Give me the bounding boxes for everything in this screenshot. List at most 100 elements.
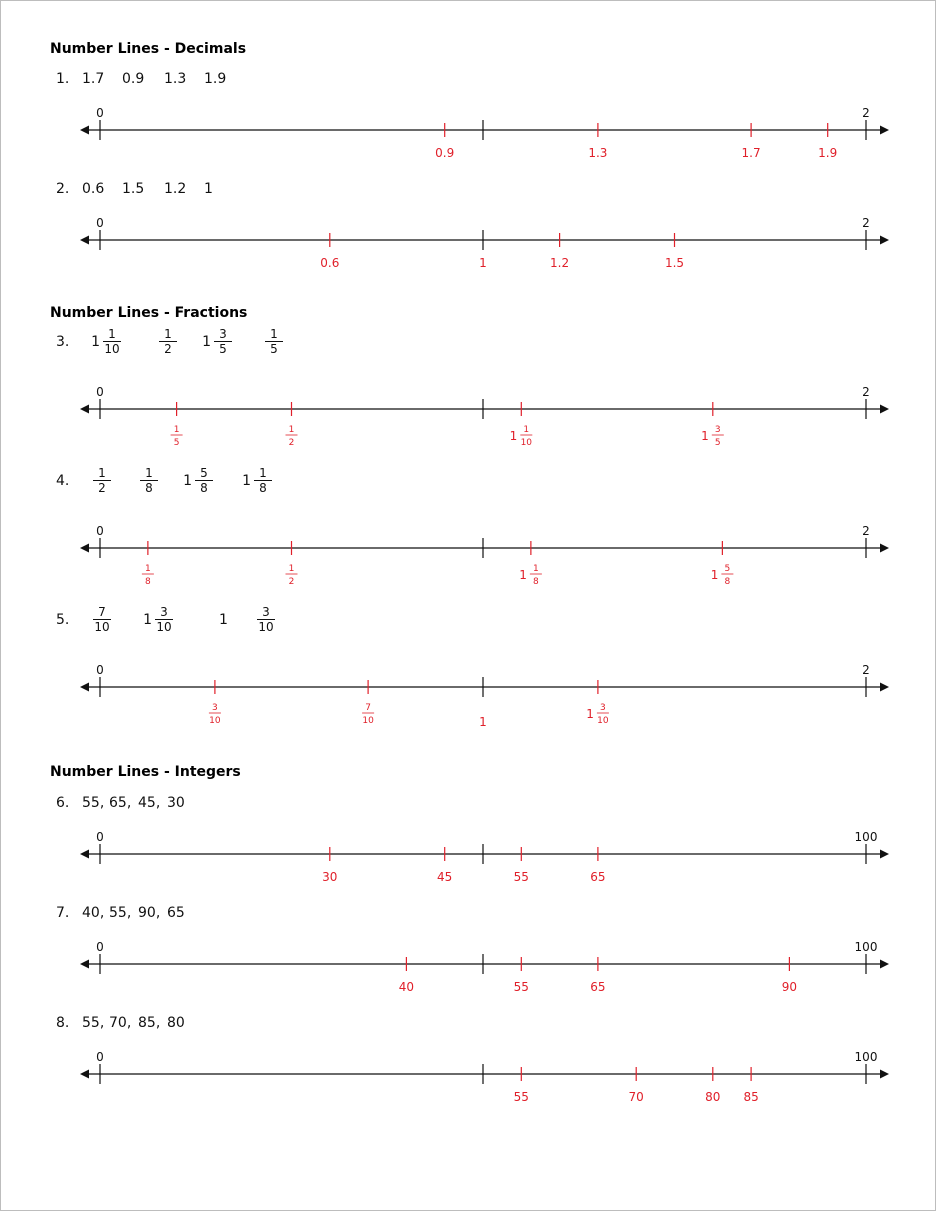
answer-denominator: 10 bbox=[362, 716, 374, 726]
right-arrow-icon bbox=[880, 125, 889, 135]
right-arrow-icon bbox=[880, 849, 889, 859]
problem-value: 90, bbox=[138, 905, 161, 921]
fraction-bar bbox=[155, 619, 173, 620]
answer-label: 1.9 bbox=[818, 146, 837, 160]
right-arrow-icon bbox=[880, 543, 889, 553]
answer-label: 70 bbox=[629, 1090, 644, 1104]
min-label: 0 bbox=[96, 216, 104, 230]
answer-fraction-label: 5 81 bbox=[711, 564, 734, 587]
answer-numerator: 1 bbox=[174, 425, 180, 435]
number-line: 0 100 40 55 65 90 bbox=[80, 940, 889, 994]
answer-whole-part: 1 bbox=[586, 707, 594, 721]
fraction-bar bbox=[93, 480, 111, 481]
whole-part: 1 bbox=[143, 612, 152, 628]
whole-part: 1 bbox=[183, 473, 192, 489]
problem-number: 1. bbox=[56, 71, 70, 87]
right-arrow-icon bbox=[880, 404, 889, 414]
answer-label: 80 bbox=[705, 1090, 720, 1104]
max-label: 100 bbox=[855, 1050, 878, 1064]
answer-whole-part: 1 bbox=[701, 429, 709, 443]
answer-fraction-label: 18 bbox=[141, 564, 154, 587]
numerator: 1 bbox=[108, 327, 116, 341]
problem-number: 8. bbox=[56, 1015, 70, 1031]
answer-label: 1 bbox=[479, 715, 487, 729]
answer-fraction-label: 181 bbox=[519, 564, 542, 587]
answer-label: 1.7 bbox=[742, 146, 761, 160]
problem-value: 55, bbox=[82, 795, 105, 811]
numerator: 1 bbox=[270, 327, 278, 341]
fraction: 7 10 bbox=[92, 605, 112, 634]
fraction-bar bbox=[257, 619, 275, 620]
numerator: 1 bbox=[145, 466, 153, 480]
problem-value: 80 bbox=[167, 1015, 185, 1031]
min-label: 0 bbox=[96, 663, 104, 677]
answer-numerator: 3 bbox=[715, 425, 721, 435]
denominator: 5 bbox=[270, 342, 278, 356]
problem-value: 1 bbox=[204, 181, 213, 197]
answer-denominator: 8 bbox=[145, 577, 151, 587]
answer-fraction-label: 310 bbox=[208, 703, 221, 726]
problem-number: 5. bbox=[56, 612, 70, 628]
min-label: 0 bbox=[96, 524, 104, 538]
right-arrow-icon bbox=[880, 235, 889, 245]
answer-denominator: 10 bbox=[597, 716, 609, 726]
answer-label: 45 bbox=[437, 870, 452, 884]
min-label: 0 bbox=[96, 940, 104, 954]
left-arrow-icon bbox=[80, 959, 89, 969]
numerator: 3 bbox=[160, 605, 168, 619]
problem-value: 65, bbox=[109, 795, 132, 811]
answer-numerator: 1 bbox=[523, 425, 529, 435]
whole-part: 1 bbox=[202, 334, 211, 350]
fraction-bar bbox=[195, 480, 213, 481]
answer-label: 55 bbox=[514, 980, 529, 994]
problem-value: 30 bbox=[167, 795, 185, 811]
answer-label: 85 bbox=[743, 1090, 758, 1104]
max-label: 100 bbox=[855, 940, 878, 954]
min-label: 0 bbox=[96, 1050, 104, 1064]
left-arrow-icon bbox=[80, 849, 89, 859]
answer-fraction-label: 12 bbox=[285, 564, 298, 587]
answer-label: 1.5 bbox=[665, 256, 684, 270]
max-label: 100 bbox=[855, 830, 878, 844]
max-label: 2 bbox=[862, 106, 870, 120]
answer-numerator: 5 bbox=[725, 564, 731, 574]
problem-value: 1.2 bbox=[164, 181, 187, 197]
left-arrow-icon bbox=[80, 1069, 89, 1079]
answer-numerator: 1 bbox=[533, 564, 539, 574]
answer-numerator: 3 bbox=[212, 703, 218, 713]
answer-label: 1.2 bbox=[550, 256, 569, 270]
answer-denominator: 10 bbox=[521, 438, 533, 448]
answer-label: 0.6 bbox=[320, 256, 339, 270]
answer-denominator: 2 bbox=[289, 577, 295, 587]
min-label: 0 bbox=[96, 830, 104, 844]
right-arrow-icon bbox=[880, 1069, 889, 1079]
denominator: 10 bbox=[94, 620, 110, 634]
denominator: 2 bbox=[164, 342, 172, 356]
fraction: 1 10 bbox=[102, 327, 122, 356]
fraction-bar bbox=[254, 480, 272, 481]
max-label: 2 bbox=[862, 663, 870, 677]
answer-fraction-label: 3 51 bbox=[701, 425, 724, 448]
fraction: 3 10 bbox=[154, 605, 174, 634]
left-arrow-icon bbox=[80, 235, 89, 245]
problem-value: 0.6 bbox=[82, 181, 105, 197]
left-arrow-icon bbox=[80, 682, 89, 692]
fraction-bar bbox=[140, 480, 158, 481]
problem-value: 1 bbox=[219, 612, 228, 628]
problem-value: 55, bbox=[82, 1015, 105, 1031]
answer-whole-part: 1 bbox=[510, 429, 518, 443]
max-label: 2 bbox=[862, 385, 870, 399]
answer-fraction-label: 710 bbox=[362, 703, 375, 726]
answer-denominator: 5 bbox=[715, 438, 721, 448]
fraction-bar bbox=[159, 341, 177, 342]
answer-numerator: 1 bbox=[289, 425, 295, 435]
problem-value: 1.7 bbox=[82, 71, 105, 87]
number-line: 0 2 0.9 1.3 1.7 1.9 bbox=[80, 106, 889, 160]
